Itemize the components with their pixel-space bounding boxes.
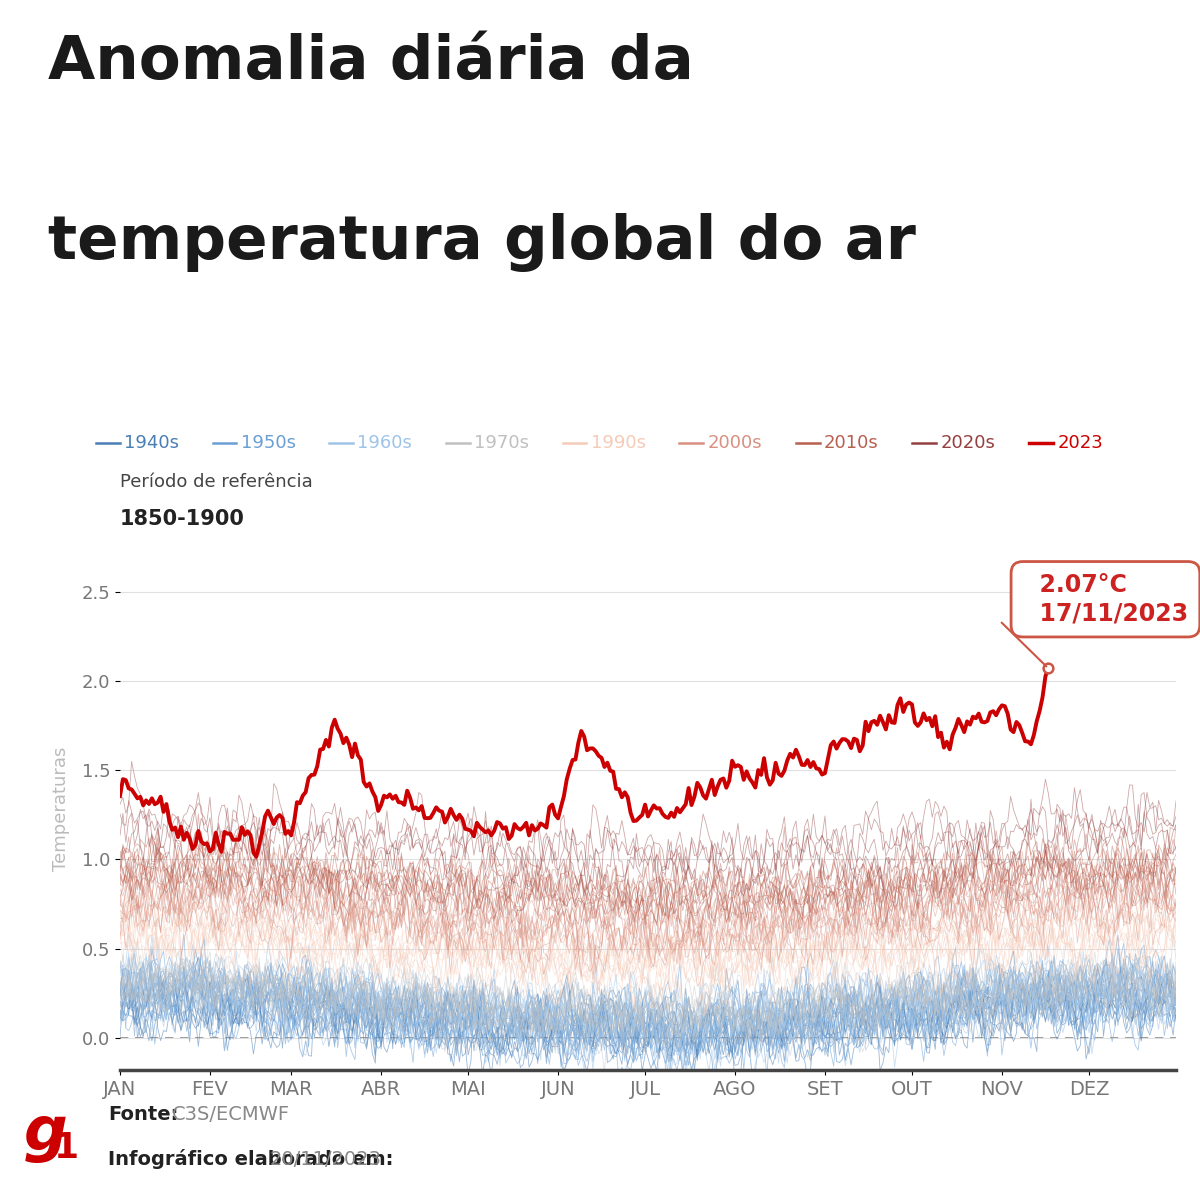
Text: 20/11/2023: 20/11/2023 bbox=[270, 1150, 382, 1169]
Text: 1950s: 1950s bbox=[241, 434, 295, 452]
Text: 2023: 2023 bbox=[1057, 434, 1103, 452]
Text: 1990s: 1990s bbox=[590, 434, 646, 452]
Y-axis label: Temperaturas: Temperaturas bbox=[53, 747, 71, 870]
Text: 1970s: 1970s bbox=[474, 434, 529, 452]
Text: Fonte:: Fonte: bbox=[108, 1105, 179, 1124]
Text: Anomalia diária da: Anomalia diária da bbox=[48, 33, 694, 92]
Text: 2020s: 2020s bbox=[941, 434, 996, 452]
Text: 1960s: 1960s bbox=[358, 434, 413, 452]
Text: 2010s: 2010s bbox=[824, 434, 878, 452]
Text: 1: 1 bbox=[54, 1132, 78, 1165]
Text: 2.07°C
  17/11/2023: 2.07°C 17/11/2023 bbox=[1022, 573, 1188, 625]
Text: 2000s: 2000s bbox=[707, 434, 762, 452]
Text: Infográfico elaborado em:: Infográfico elaborado em: bbox=[108, 1149, 394, 1169]
Text: Período de referência: Período de referência bbox=[120, 473, 313, 491]
Text: 1940s: 1940s bbox=[124, 434, 179, 452]
Text: 1850-1900: 1850-1900 bbox=[120, 509, 245, 528]
Text: g: g bbox=[24, 1103, 67, 1163]
Text: C3S/ECMWF: C3S/ECMWF bbox=[172, 1105, 289, 1124]
Text: temperatura global do ar: temperatura global do ar bbox=[48, 213, 916, 272]
